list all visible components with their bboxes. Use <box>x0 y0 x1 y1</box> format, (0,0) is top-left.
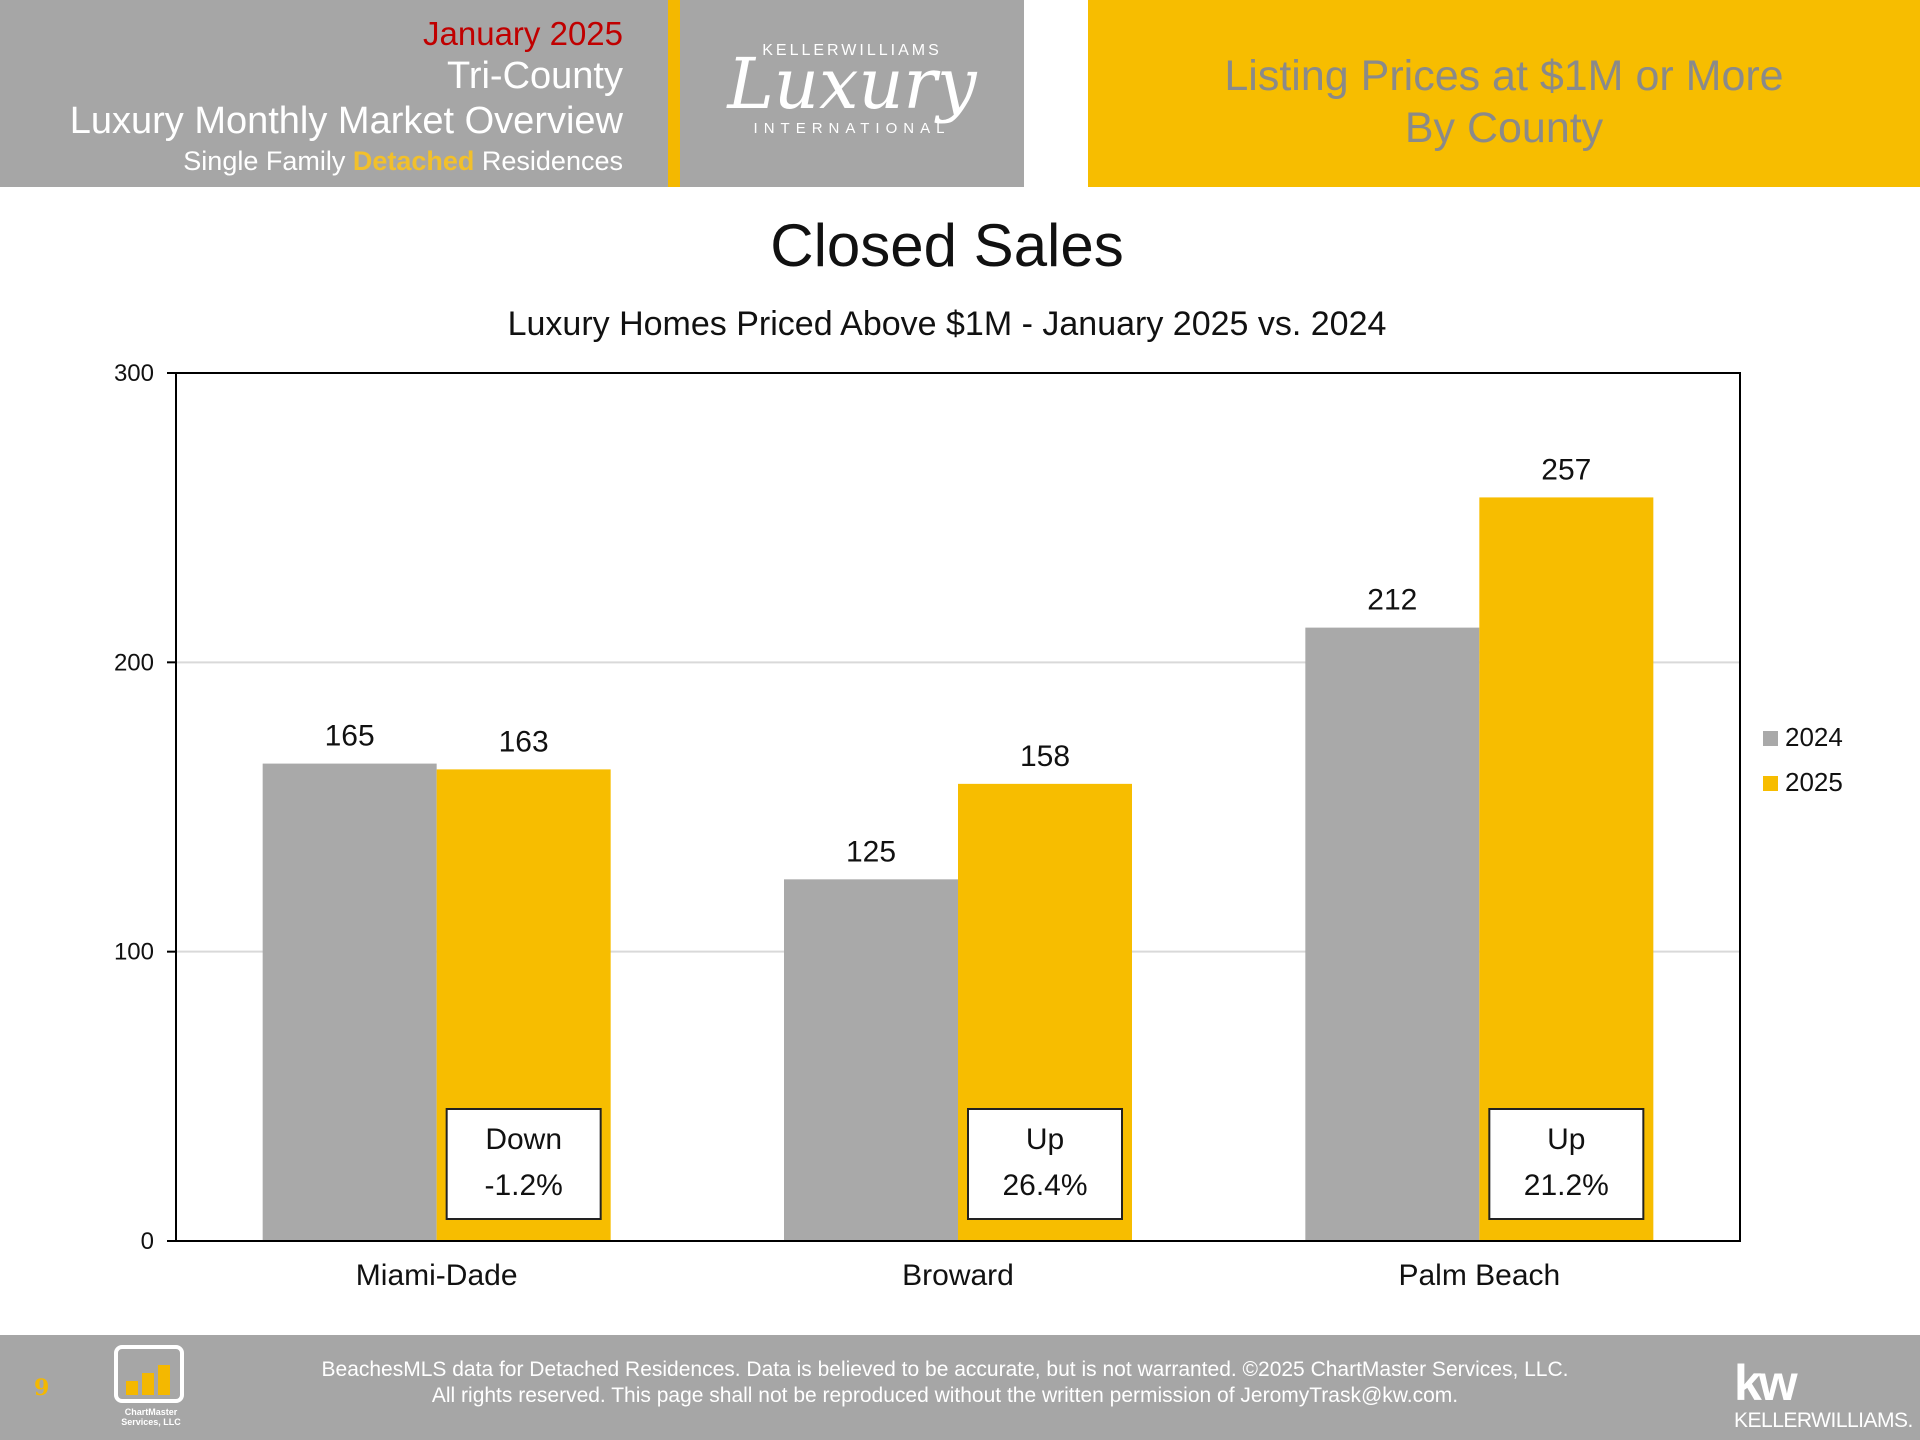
category-label: Miami-Dade <box>356 1259 518 1292</box>
page-number: 9 <box>34 1375 50 1401</box>
closed-sales-chart: Closed Sales Luxury Homes Priced Above $… <box>114 212 1843 1292</box>
logo-bottom-text: INTERNATIONAL <box>753 120 951 137</box>
bar-value-label: 257 <box>1541 453 1591 486</box>
report-date: January 2025 <box>423 15 623 52</box>
data-labels: 165 163 125 158 212 257 <box>325 453 1592 868</box>
change-direction-label: Up <box>1026 1123 1064 1156</box>
chart-title: Closed Sales <box>770 212 1124 279</box>
report-subtitle: Single Family Detached Residences <box>0 144 623 178</box>
plot-frame <box>175 372 1741 1242</box>
kw-logo: kw KELLERWILLIAMS. <box>1734 1355 1913 1433</box>
subtitle-post: Residences <box>474 146 623 176</box>
bar-value-label: 158 <box>1020 740 1070 773</box>
axes: 0 100 200 300 Miami-Dade Broward Palm Beach <box>114 360 1741 1292</box>
change-annotation-box <box>967 1108 1123 1220</box>
bar-value-label: 165 <box>325 720 375 753</box>
chartmaster-logo-text: ChartMaster Services, LLC <box>121 1407 181 1427</box>
change-direction-label: Up <box>1547 1123 1585 1156</box>
disclaimer-line2: All rights reserved. This page shall not… <box>431 1384 1459 1407</box>
kw-luxury-logo: KELLERWILLIAMS Luxury INTERNATIONAL <box>680 0 1024 187</box>
change-percent-label: 21.2% <box>1524 1169 1609 1202</box>
subtitle-pre: Single Family <box>183 146 353 176</box>
bar-value-label: 163 <box>499 725 549 758</box>
legend-label: 2024 <box>1785 722 1843 752</box>
y-tick-label: 200 <box>114 649 154 676</box>
legend-swatch <box>1763 731 1778 746</box>
bar-value-label: 212 <box>1367 584 1417 617</box>
section-banner-line2: By County <box>1404 104 1604 152</box>
category-label: Palm Beach <box>1398 1259 1560 1292</box>
disclaimer-line1: BeachesMLS data for Detached Residences.… <box>321 1358 1569 1381</box>
change-direction-label: Down <box>485 1123 562 1156</box>
header-divider <box>668 0 680 187</box>
disclaimer: BeachesMLS data for Detached Residences.… <box>220 1357 1670 1409</box>
report-region: Tri-County <box>447 55 623 97</box>
section-banner: Listing Prices at $1M or More By County <box>1088 0 1920 187</box>
header-title-block: January 2025 Tri-County Luxury Monthly M… <box>0 0 668 187</box>
chartmaster-logo: ChartMaster Services, LLC <box>110 1345 190 1433</box>
change-percent-label: 26.4% <box>1002 1169 1087 1202</box>
bar <box>1305 627 1480 1241</box>
section-banner-line1: Listing Prices at $1M or More <box>1224 52 1784 100</box>
y-tick-label: 300 <box>114 360 154 387</box>
change-annotation-box <box>1488 1108 1645 1220</box>
chart-subtitle: Luxury Homes Priced Above $1M - January … <box>508 305 1387 343</box>
y-tick-label: 100 <box>114 939 154 966</box>
change-percent-label: -1.2% <box>484 1169 562 1202</box>
legend-label: 2025 <box>1785 767 1843 797</box>
legend-swatch <box>1763 776 1778 791</box>
logo-script-text: Luxury <box>727 43 977 125</box>
report-title: Luxury Monthly Market Overview <box>69 100 623 142</box>
bar <box>784 879 958 1241</box>
change-annotations: Down -1.2% Up 26.4% Up 21.2% <box>445 1108 1645 1220</box>
subtitle-highlight: Detached <box>352 146 475 176</box>
change-annotation-box <box>445 1108 602 1220</box>
y-tick-label: 0 <box>141 1228 154 1255</box>
bar <box>262 763 437 1241</box>
footer: 9 ChartMaster Services, LLC BeachesMLS d… <box>0 1335 1920 1440</box>
legend: 2024 2025 <box>1763 722 1843 797</box>
category-label: Broward <box>902 1259 1014 1292</box>
bar-value-label: 125 <box>846 835 896 868</box>
logo-top-text: KELLERWILLIAMS <box>762 42 942 59</box>
kw-logo-mark: kw <box>1734 1355 1798 1411</box>
kw-logo-name: KELLERWILLIAMS. <box>1734 1409 1913 1432</box>
